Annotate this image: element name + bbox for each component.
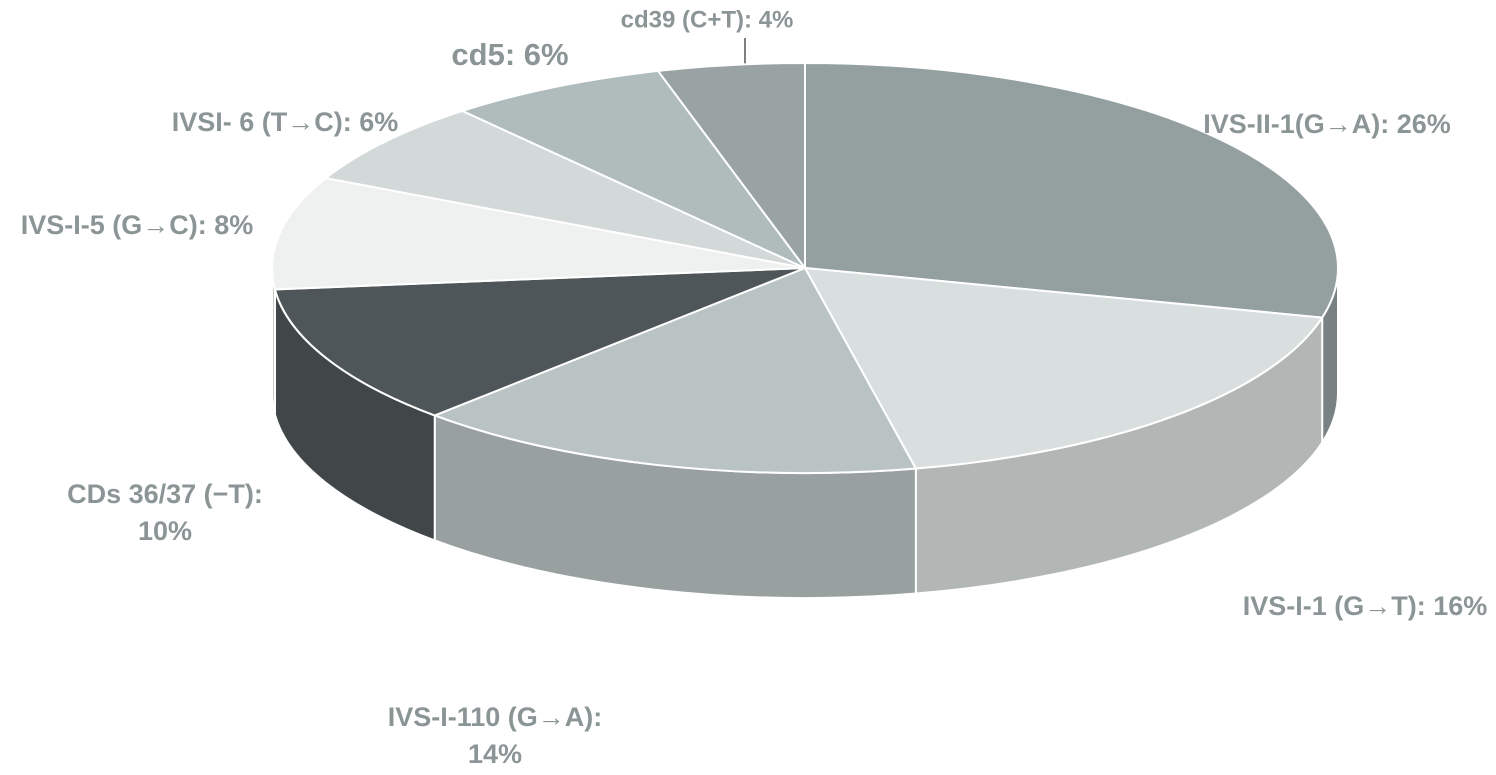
slice xyxy=(323,109,806,269)
data-label: IVS-I-1 (G→T): 16% xyxy=(1243,591,1488,621)
data-label: 10% xyxy=(138,516,192,546)
data-label: IVSI- 6 (T→C): 6% xyxy=(172,107,399,137)
data-label: IVS-II-1(G→A): 26% xyxy=(1203,109,1451,139)
data-label: IVS-I-110 (G→A): xyxy=(388,702,603,732)
data-label: cd5: 6% xyxy=(451,37,568,72)
slice xyxy=(271,177,806,291)
slice xyxy=(804,61,1339,319)
data-label: IVS-I-5 (G→C): 8% xyxy=(21,210,254,240)
data-label: cd39 (C+T): 4% xyxy=(621,6,794,33)
data-label: 14% xyxy=(468,739,522,769)
slice xyxy=(459,69,806,269)
slice xyxy=(656,61,806,272)
data-label: CDs 36/37 (−T): xyxy=(67,479,263,509)
slice xyxy=(803,266,1324,470)
slice xyxy=(431,266,918,474)
slice xyxy=(273,267,806,417)
